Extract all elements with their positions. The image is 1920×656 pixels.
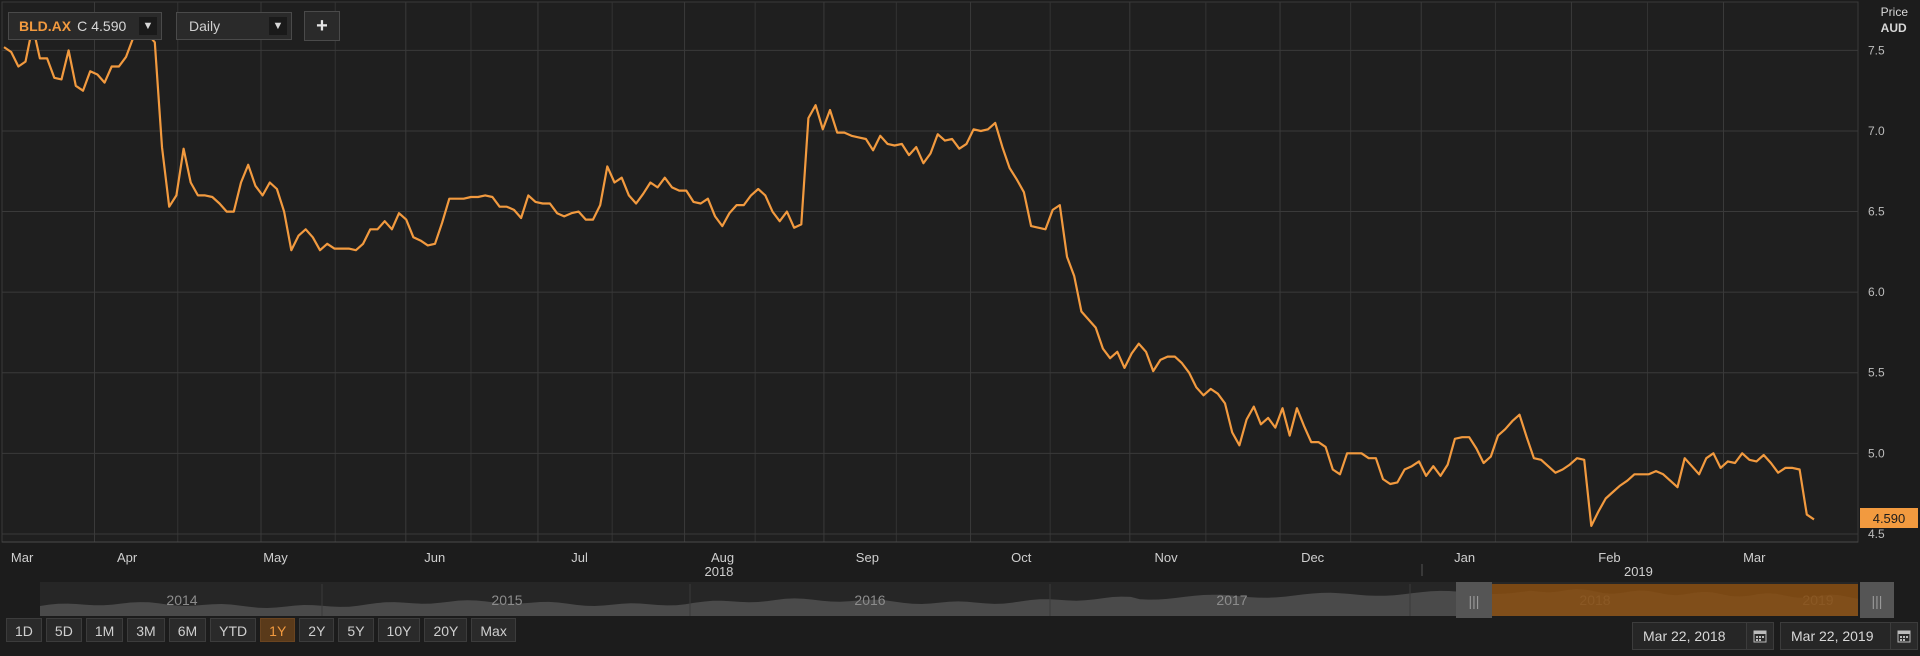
- price-tag-bg: [1860, 508, 1918, 528]
- range-button-5d[interactable]: 5D: [45, 618, 82, 642]
- axis-header: Price AUD: [1881, 4, 1908, 36]
- ticker-selector[interactable]: BLD.AX C 4.590 ▼: [8, 12, 162, 40]
- range-button-max[interactable]: Max: [471, 618, 516, 642]
- navigator-window[interactable]: [1478, 584, 1858, 616]
- range-button-10y[interactable]: 10Y: [377, 618, 421, 642]
- close-label: C: [77, 18, 88, 34]
- x-tick-label: Dec: [1301, 550, 1325, 565]
- x-tick-label: Jul: [571, 550, 588, 565]
- price-series-line: [3, 25, 1815, 527]
- navigator-right-handle[interactable]: [1860, 582, 1894, 618]
- range-button-6m[interactable]: 6M: [168, 618, 207, 642]
- y-axis-ticks: 4.5 5.0 5.5 6.0 6.5 7.0 7.5: [1868, 43, 1885, 541]
- x-tick-label: Oct: [1011, 550, 1032, 565]
- y-tick-label: 5.0: [1868, 446, 1885, 460]
- x-tick-label: Feb: [1598, 550, 1620, 565]
- y-tick-label: 6.5: [1868, 205, 1885, 219]
- x-tick-label: Nov: [1154, 550, 1178, 565]
- ticker-symbol: BLD.AX: [19, 18, 72, 34]
- interval-value: Daily: [189, 18, 221, 34]
- grip-icon: |||: [1872, 593, 1883, 609]
- x-tick-label: Mar: [11, 550, 34, 565]
- interval-dropdown[interactable]: Daily ▼: [176, 12, 292, 40]
- range-button-20y[interactable]: 20Y: [424, 618, 468, 642]
- x-tick-label: Jun: [424, 550, 445, 565]
- navigator-year-label: 2016: [854, 592, 885, 608]
- chevron-down-icon[interactable]: ▼: [139, 17, 157, 35]
- y-tick-label: 6.0: [1868, 285, 1885, 299]
- x-year-label: 2018: [704, 564, 733, 579]
- plot-area: [1, 1, 1859, 543]
- range-button-3m[interactable]: 3M: [127, 618, 165, 642]
- range-buttons: 1D 5D 1M 3M 6M YTD 1Y 2Y 5Y 10Y 20Y Max: [0, 618, 516, 642]
- axis-header-currency: AUD: [1880, 21, 1907, 35]
- close-value: 4.590: [91, 18, 127, 34]
- range-button-1y[interactable]: 1Y: [260, 618, 296, 642]
- chevron-down-icon[interactable]: ▼: [269, 17, 287, 35]
- add-indicator-button[interactable]: +: [304, 11, 340, 41]
- x-tick-label: May: [263, 550, 288, 565]
- x-tick-label: Aug: [711, 550, 734, 565]
- grip-icon: |||: [1469, 593, 1480, 609]
- y-tick-label: 5.5: [1868, 366, 1885, 380]
- range-button-ytd[interactable]: YTD: [210, 618, 257, 642]
- range-button-5y[interactable]: 5Y: [338, 618, 374, 642]
- axis-header-price: Price: [1880, 5, 1908, 19]
- navigator-year-label: 2017: [1216, 592, 1247, 608]
- range-button-1m[interactable]: 1M: [85, 618, 124, 642]
- calendar-icon[interactable]: [1890, 622, 1918, 650]
- x-year-label: 2019: [1624, 564, 1653, 579]
- x-tick-label: Apr: [117, 550, 138, 565]
- x-tick-label: Mar: [1743, 550, 1766, 565]
- horizontal-grid: [2, 49, 1858, 535]
- navigator-year-label: 2014: [166, 592, 197, 608]
- x-tick-label: Jan: [1454, 550, 1475, 565]
- navigator-year-label: 2015: [491, 592, 522, 608]
- end-date-field[interactable]: Mar 22, 2019: [1780, 622, 1892, 650]
- start-date-field[interactable]: Mar 22, 2018: [1632, 622, 1760, 650]
- y-tick-label: 7.5: [1868, 43, 1885, 57]
- calendar-icon[interactable]: [1746, 622, 1774, 650]
- y-tick-label: 4.5: [1868, 527, 1885, 541]
- range-button-1d[interactable]: 1D: [6, 618, 42, 642]
- vertical-grid: [94, 2, 1724, 542]
- x-tick-label: Sep: [856, 550, 879, 565]
- price-tag: 4.590: [1873, 511, 1906, 526]
- navigator-area: [40, 589, 1858, 616]
- navigator-left-handle[interactable]: [1456, 582, 1492, 618]
- y-tick-label: 7.0: [1868, 124, 1885, 138]
- range-button-2y[interactable]: 2Y: [299, 618, 335, 642]
- x-axis-ticks: Mar Apr May Jun Jul Aug Sep Oct Nov Dec Jan Feb Mar 2…: [11, 550, 1766, 579]
